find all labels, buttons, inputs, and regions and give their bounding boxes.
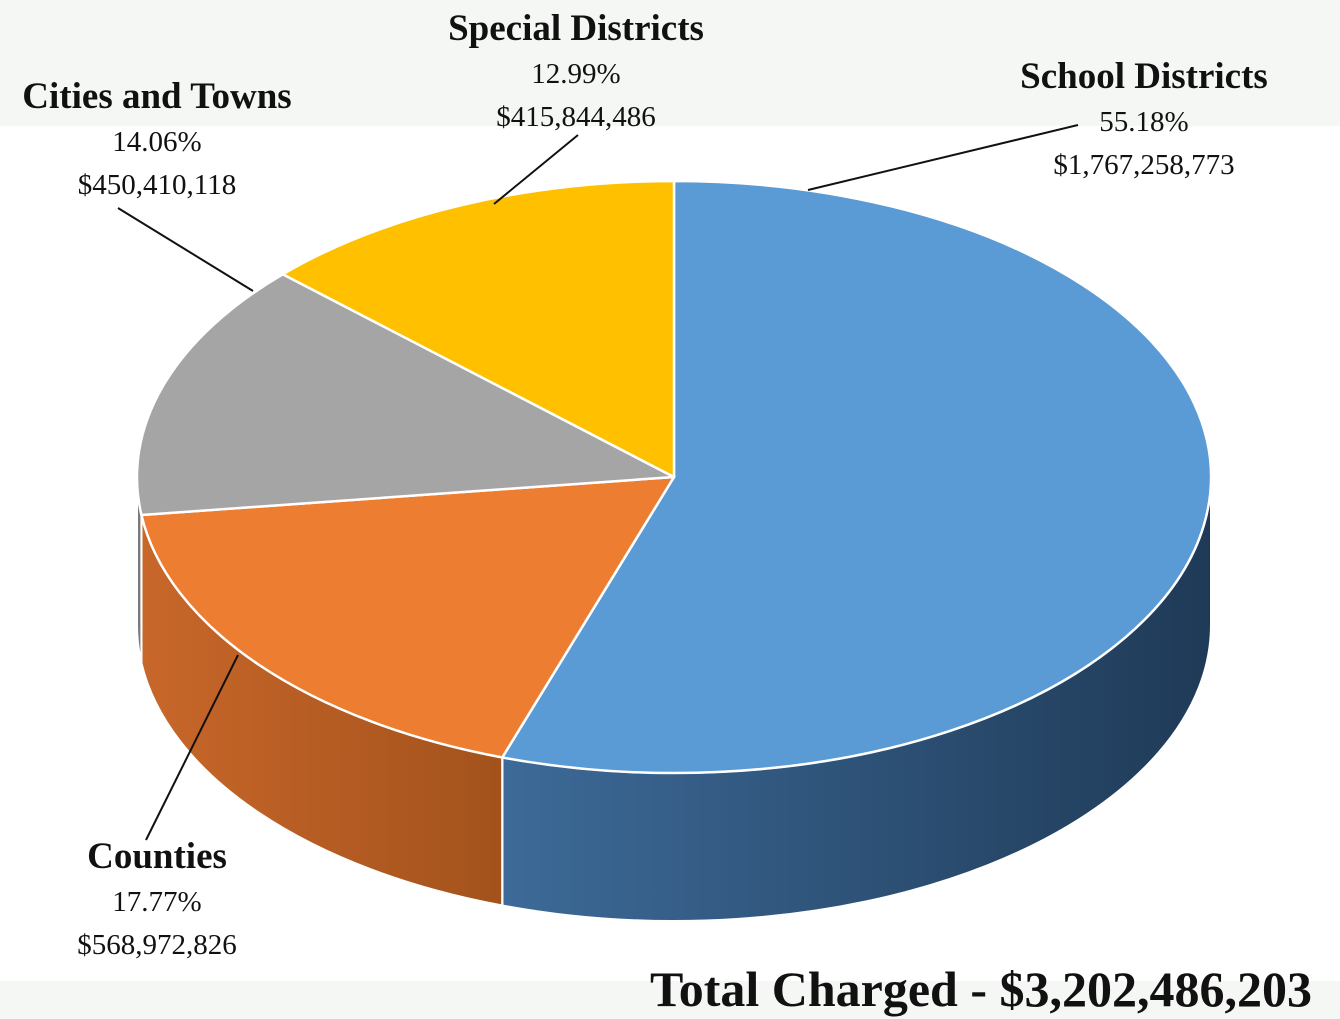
pie-slice-cities-and-towns (135, 272, 676, 517)
label-name-counties: Counties (87, 836, 227, 877)
label-percent-school-districts: 55.18% (1099, 106, 1188, 138)
label-percent-cities-and-towns: 14.06% (112, 126, 201, 158)
pie-slice-school-districts (501, 179, 1213, 775)
label-name-special-districts: Special Districts (448, 8, 704, 49)
label-amount-counties: $568,972,826 (77, 929, 237, 961)
leader-line-cities-and-towns (117, 207, 254, 292)
label-name-school-districts: School Districts (1020, 56, 1268, 97)
label-percent-counties: 17.77% (112, 886, 201, 918)
label-name-cities-and-towns: Cities and Towns (22, 76, 291, 117)
leader-line-special-districts (493, 134, 579, 205)
label-amount-school-districts: $1,767,258,773 (1053, 149, 1234, 181)
pie-slice-special-districts (281, 179, 676, 479)
label-amount-cities-and-towns: $450,410,118 (78, 169, 236, 201)
label-percent-special-districts: 12.99% (531, 58, 620, 90)
pie-slice-counties (140, 475, 676, 759)
total-charged-label: Total Charged - $3,202,486,203 (649, 961, 1312, 1017)
leader-line-counties (145, 654, 239, 841)
leader-line-school-districts (807, 124, 1079, 191)
label-amount-special-districts: $415,844,486 (496, 101, 656, 133)
